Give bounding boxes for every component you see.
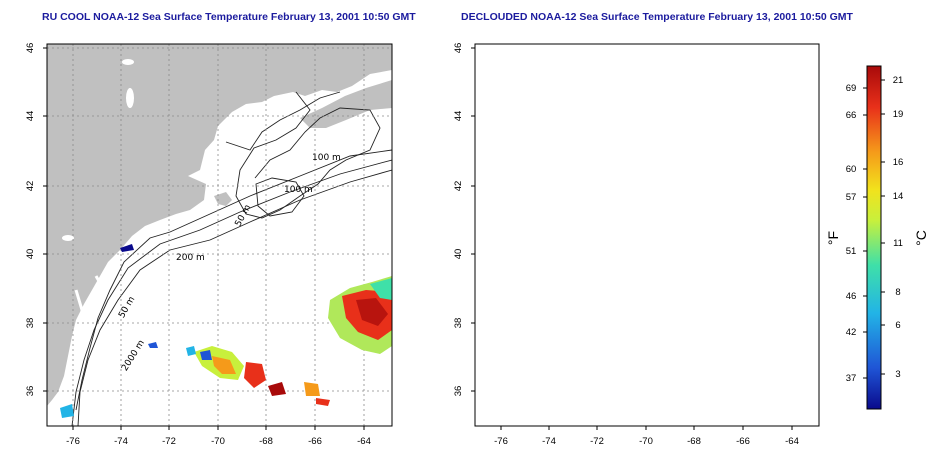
x-tick-label: -64	[357, 436, 371, 447]
contour-label: 200 m	[176, 253, 205, 263]
contour-label: 100 m	[284, 185, 313, 195]
y-tick-label: 36	[25, 386, 36, 397]
x-tick-label: -70	[211, 436, 225, 447]
colorbar-f-tick: 51	[846, 246, 857, 257]
x-tick-label: -74	[542, 436, 556, 447]
lake	[62, 235, 74, 241]
colorbar-c-tick: 8	[895, 287, 900, 298]
x-tick-label: -64	[785, 436, 799, 447]
x-tick-label: -76	[494, 436, 508, 447]
y-tick-label: 44	[25, 111, 36, 122]
sst-patches	[60, 244, 392, 418]
x-tick-label: -66	[736, 436, 750, 447]
y-tick-label: 46	[25, 43, 36, 54]
colorbar-f-tick: 42	[846, 327, 857, 338]
x-tick-label: -68	[259, 436, 273, 447]
colorbar-f-tick: 66	[846, 110, 857, 121]
colorbar-f-tick: 69	[846, 83, 857, 94]
unit-fahrenheit-label: °F	[825, 231, 841, 245]
x-tick-label: -68	[687, 436, 701, 447]
colorbar-c-tick: 21	[893, 75, 904, 86]
y-tick-label: 46	[453, 43, 464, 54]
y-tick-label: 40	[453, 249, 464, 260]
colorbar-c-tick: 16	[893, 157, 904, 168]
colorbar-f-tick: 46	[846, 291, 857, 302]
map-title-left: RU COOL NOAA-12 Sea Surface Temperature …	[42, 11, 416, 23]
map-title-right: DECLOUDED NOAA-12 Sea Surface Temperatur…	[461, 11, 853, 23]
delaware-bay	[94, 275, 106, 291]
colorbar-c-tick: 14	[893, 191, 904, 202]
lake	[126, 88, 134, 108]
colorbar-f-tick: 60	[846, 164, 857, 175]
x-tick-label: -72	[590, 436, 604, 447]
y-tick-label: 44	[453, 111, 464, 122]
x-tick-label: -74	[114, 436, 128, 447]
colorbar-c-tick: 19	[893, 109, 904, 120]
colorbar-f-tick: 37	[846, 373, 857, 384]
y-tick-label: 40	[25, 249, 36, 260]
colorbar-c-tick: 11	[893, 238, 903, 249]
colorbar-gradient	[866, 65, 882, 410]
colorbar-c-tick: 3	[895, 369, 900, 380]
graticule	[47, 44, 392, 426]
lake	[122, 59, 134, 65]
y-tick-label: 42	[453, 181, 464, 192]
colorbar-c-tick: 6	[895, 320, 900, 331]
contour-label: 100 m	[312, 153, 341, 163]
land-cape-cod	[214, 192, 232, 206]
y-tick-label: 38	[25, 318, 36, 329]
y-tick-label: 38	[453, 318, 464, 329]
x-tick-label: -70	[639, 436, 653, 447]
bathymetry-contours	[71, 91, 392, 426]
x-tick-label: -66	[308, 436, 322, 447]
x-tick-label: -76	[66, 436, 80, 447]
colorbar-f-tick: 57	[846, 192, 857, 203]
unit-celsius-label: °C	[913, 230, 929, 246]
chesapeake-bay	[74, 289, 86, 361]
land-mass	[47, 44, 392, 406]
y-tick-label: 42	[25, 181, 36, 192]
y-tick-label: 36	[453, 386, 464, 397]
x-tick-label: -72	[162, 436, 176, 447]
